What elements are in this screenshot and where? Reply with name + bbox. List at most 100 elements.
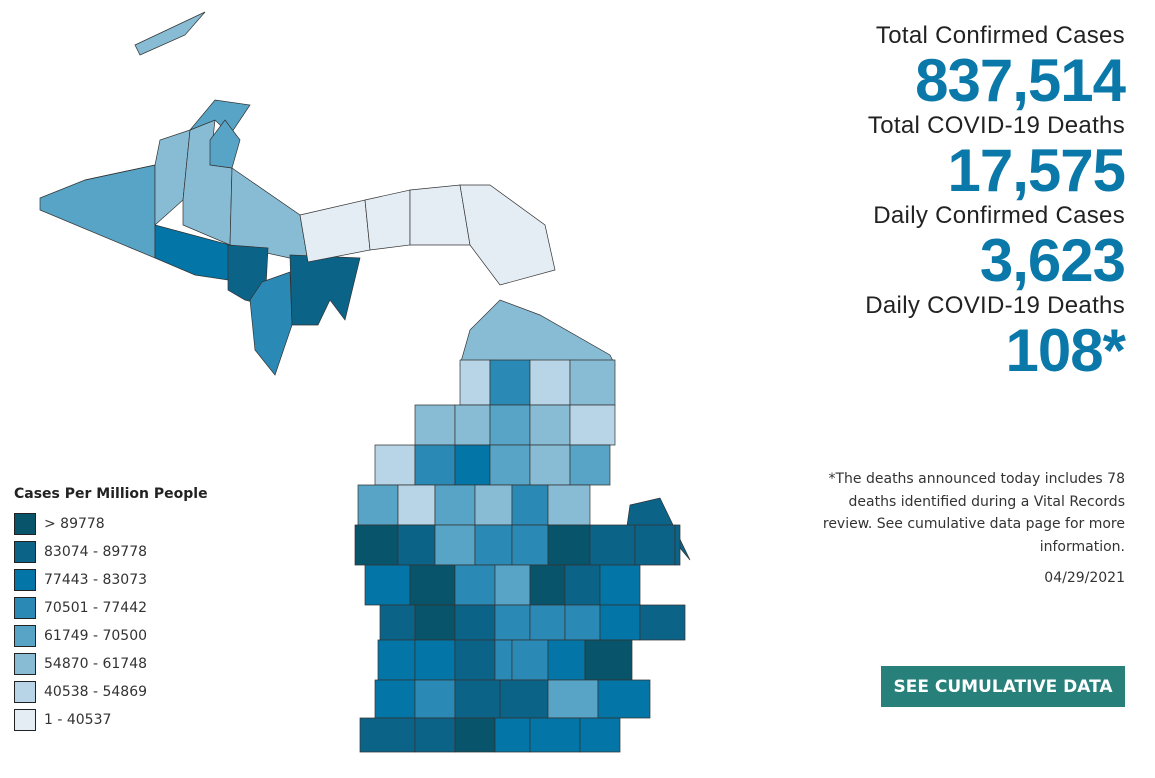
county[interactable] bbox=[454, 564, 496, 606]
legend-item: 40538 - 54869 bbox=[14, 678, 208, 706]
county[interactable] bbox=[674, 524, 681, 566]
county[interactable] bbox=[379, 604, 416, 641]
county[interactable] bbox=[489, 359, 531, 406]
legend-swatch bbox=[14, 653, 36, 675]
county[interactable] bbox=[39, 164, 156, 259]
county[interactable] bbox=[434, 484, 476, 526]
map-legend: Cases Per Million People > 89778 83074 - … bbox=[14, 486, 208, 734]
county[interactable] bbox=[494, 717, 531, 753]
legend-label: 77443 - 83073 bbox=[44, 572, 148, 588]
county[interactable] bbox=[434, 524, 476, 566]
county[interactable] bbox=[584, 639, 633, 681]
county[interactable] bbox=[409, 564, 456, 606]
legend-label: 54870 - 61748 bbox=[44, 656, 148, 672]
county[interactable] bbox=[499, 679, 549, 719]
legend-label: > 89778 bbox=[44, 516, 105, 532]
county[interactable] bbox=[414, 679, 456, 719]
county[interactable] bbox=[494, 639, 513, 681]
county[interactable] bbox=[529, 564, 566, 606]
county[interactable] bbox=[639, 604, 686, 641]
county[interactable] bbox=[414, 717, 456, 753]
county[interactable] bbox=[359, 717, 416, 753]
stats-panel: Total Confirmed Cases 837,514 Total COVI… bbox=[865, 22, 1126, 382]
county[interactable] bbox=[564, 564, 601, 606]
county[interactable] bbox=[377, 639, 416, 681]
county[interactable] bbox=[397, 484, 436, 526]
county[interactable] bbox=[454, 604, 496, 641]
county[interactable] bbox=[597, 679, 651, 719]
county[interactable] bbox=[454, 679, 501, 719]
county[interactable] bbox=[459, 184, 556, 286]
county[interactable] bbox=[414, 444, 456, 486]
county[interactable] bbox=[599, 604, 641, 641]
legend-swatch bbox=[14, 597, 36, 619]
county[interactable] bbox=[409, 184, 471, 246]
county[interactable] bbox=[454, 404, 491, 446]
legend-swatch bbox=[14, 625, 36, 647]
county[interactable] bbox=[374, 679, 416, 719]
county[interactable] bbox=[354, 524, 399, 566]
county[interactable] bbox=[289, 254, 361, 326]
county[interactable] bbox=[154, 224, 231, 281]
county[interactable] bbox=[189, 99, 251, 136]
county[interactable] bbox=[547, 524, 591, 566]
county[interactable] bbox=[529, 404, 571, 446]
legend-swatch bbox=[14, 541, 36, 563]
county[interactable] bbox=[209, 119, 241, 169]
county[interactable] bbox=[364, 189, 411, 251]
legend-label: 61749 - 70500 bbox=[44, 628, 148, 644]
county[interactable] bbox=[564, 604, 601, 641]
daily-deaths-label: Daily COVID-19 Deaths bbox=[865, 292, 1125, 319]
county[interactable] bbox=[397, 524, 436, 566]
county[interactable] bbox=[569, 404, 616, 446]
county[interactable] bbox=[364, 564, 411, 606]
county[interactable] bbox=[569, 444, 611, 486]
county[interactable] bbox=[474, 524, 513, 566]
county[interactable] bbox=[511, 639, 549, 681]
legend-swatch bbox=[14, 513, 36, 535]
county[interactable] bbox=[634, 524, 676, 566]
county[interactable] bbox=[511, 524, 549, 566]
legend-item: > 89778 bbox=[14, 510, 208, 538]
see-cumulative-data-button[interactable]: SEE CUMULATIVE DATA bbox=[881, 666, 1125, 707]
update-date: 04/29/2021 bbox=[1044, 570, 1125, 586]
county[interactable] bbox=[529, 359, 571, 406]
county[interactable] bbox=[547, 484, 591, 526]
county[interactable] bbox=[374, 444, 416, 486]
michigan-county-map[interactable] bbox=[0, 0, 720, 778]
legend-label: 1 - 40537 bbox=[44, 712, 112, 728]
county[interactable] bbox=[414, 604, 456, 641]
county[interactable] bbox=[414, 639, 456, 681]
county[interactable] bbox=[357, 484, 399, 526]
county[interactable] bbox=[249, 271, 293, 376]
county[interactable] bbox=[547, 679, 599, 719]
county[interactable] bbox=[579, 717, 621, 753]
county[interactable] bbox=[459, 299, 616, 366]
total-deaths-label: Total COVID-19 Deaths bbox=[867, 112, 1125, 139]
county[interactable] bbox=[547, 639, 586, 681]
legend-label: 40538 - 54869 bbox=[44, 684, 148, 700]
county[interactable] bbox=[459, 359, 491, 406]
county[interactable] bbox=[414, 404, 456, 446]
deaths-footnote: *The deaths announced today includes 78 … bbox=[822, 471, 1125, 555]
county[interactable] bbox=[569, 359, 616, 406]
county[interactable] bbox=[454, 639, 496, 681]
county[interactable] bbox=[494, 564, 531, 606]
county[interactable] bbox=[529, 444, 571, 486]
legend-item: 70501 - 77442 bbox=[14, 594, 208, 622]
county[interactable] bbox=[529, 717, 581, 753]
county[interactable] bbox=[474, 484, 513, 526]
county[interactable] bbox=[511, 484, 549, 526]
legend-swatch bbox=[14, 569, 36, 591]
daily-cases-label: Daily Confirmed Cases bbox=[873, 202, 1125, 229]
county[interactable] bbox=[454, 717, 496, 753]
county[interactable] bbox=[494, 604, 531, 641]
county[interactable] bbox=[299, 199, 371, 263]
county[interactable] bbox=[134, 11, 206, 56]
county[interactable] bbox=[489, 404, 531, 446]
county[interactable] bbox=[454, 444, 491, 486]
county[interactable] bbox=[529, 604, 566, 641]
county[interactable] bbox=[589, 524, 636, 566]
county[interactable] bbox=[489, 444, 531, 486]
county[interactable] bbox=[599, 564, 641, 606]
